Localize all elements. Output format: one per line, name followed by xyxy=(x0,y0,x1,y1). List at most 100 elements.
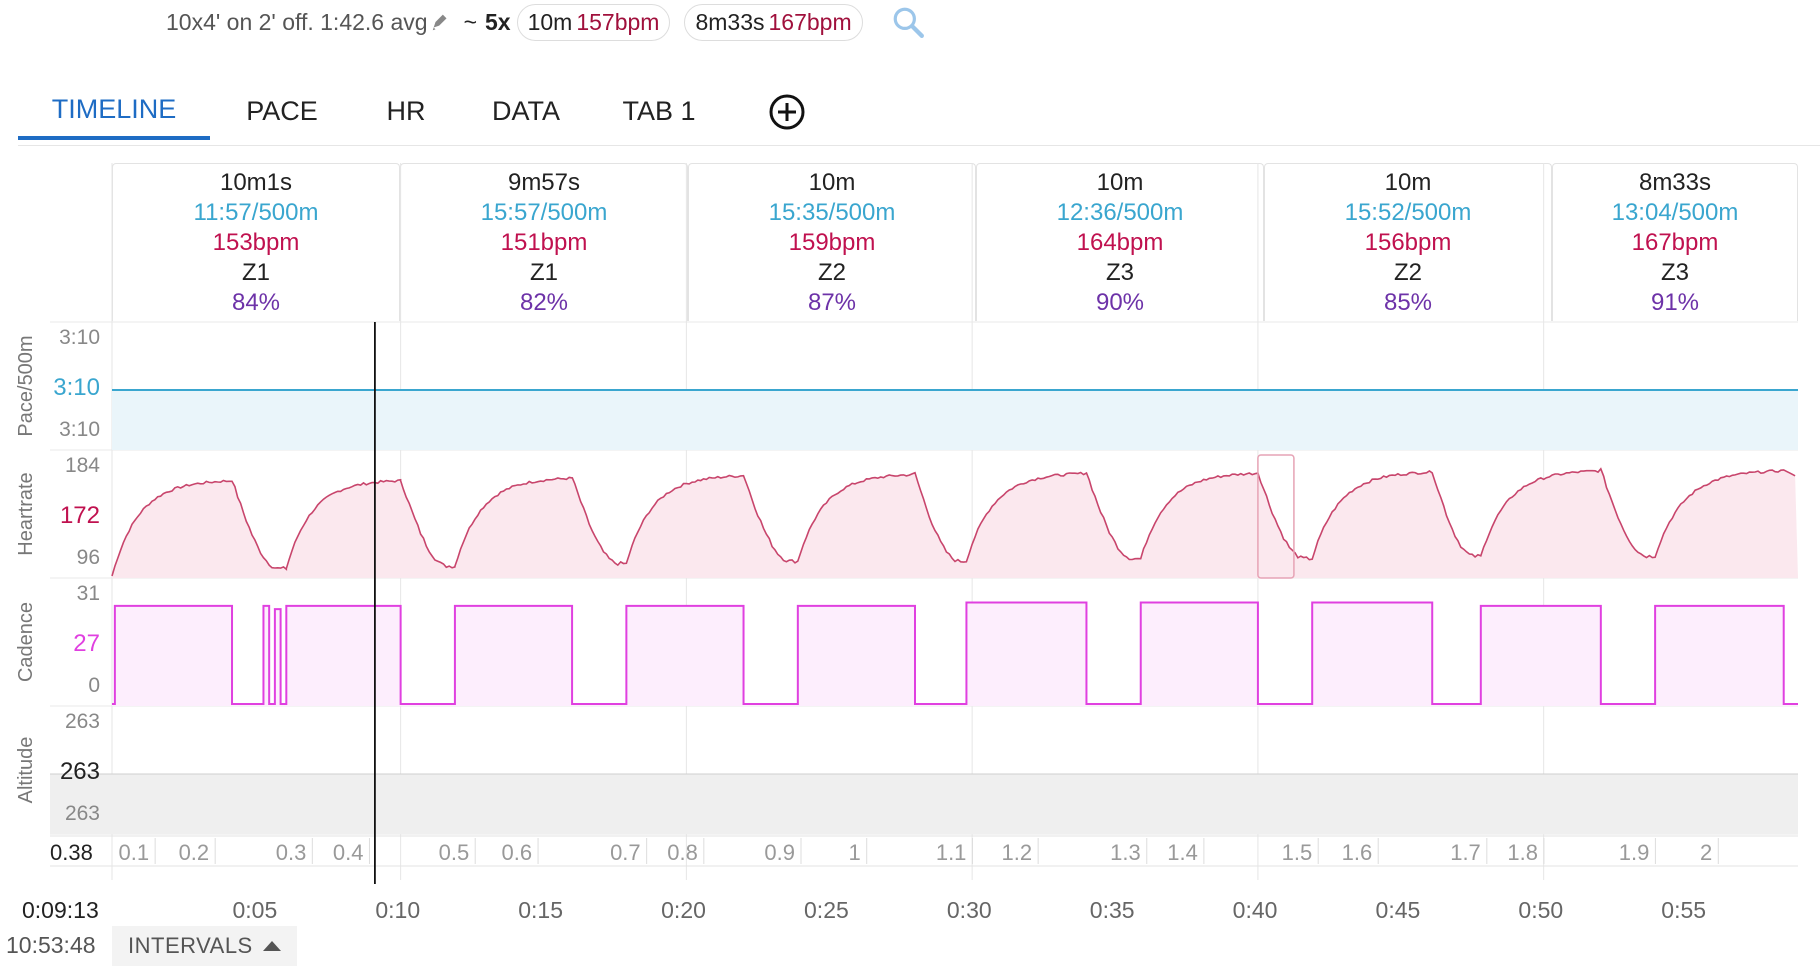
distance-current: 0.38 xyxy=(50,840,93,865)
interval-percent: 82% xyxy=(519,289,569,316)
heartrate-highlight xyxy=(1257,454,1295,579)
add-tab-icon[interactable] xyxy=(768,93,806,131)
interval-pace: 13:04/500m xyxy=(1611,199,1739,226)
interval-percent: 91% xyxy=(1650,289,1700,316)
tab-data[interactable]: DATA xyxy=(491,96,560,126)
interval-duration: 10m1s xyxy=(219,169,293,196)
x-tick-label: 0:25 xyxy=(804,897,849,923)
panel-current-value: 263 xyxy=(60,758,100,785)
distance-marker-label: 0.3 xyxy=(276,840,307,865)
interval-zone: Z3 xyxy=(1660,259,1689,286)
x-tick-label: 0:55 xyxy=(1661,897,1706,923)
interval-card[interactable]: 10m 15:52/500m 156bpm Z2 85% xyxy=(1264,163,1552,321)
interval-heartrate: 156bpm xyxy=(1364,229,1452,256)
x-tick-label: 0:35 xyxy=(1090,897,1135,923)
distance-marker-label: 1.8 xyxy=(1507,840,1538,865)
interval-pace: 15:35/500m xyxy=(768,199,896,226)
distance-marker-label: 0.1 xyxy=(119,840,150,865)
interval-card[interactable]: 9m57s 15:57/500m 151bpm Z1 82% xyxy=(400,163,688,321)
distance-marker-label: 0.9 xyxy=(764,840,795,865)
distance-marker-label: 0.5 xyxy=(439,840,470,865)
interval-zone: Z3 xyxy=(1105,259,1134,286)
interval-duration: 8m33s xyxy=(1638,169,1712,196)
pace-band xyxy=(112,390,1798,450)
interval-zone: Z2 xyxy=(1393,259,1422,286)
distance-marker-label: 0.7 xyxy=(610,840,641,865)
heartrate-line xyxy=(111,467,1796,577)
pencil-icon[interactable] xyxy=(430,11,452,33)
tab-pace[interactable]: PACE xyxy=(246,96,318,126)
interval-pace: 15:57/500m xyxy=(480,199,608,226)
interval-card[interactable]: 10m 12:36/500m 164bpm Z3 90% xyxy=(976,163,1264,321)
interval-duration: 10m xyxy=(808,169,856,196)
distance-marker-label: 0.2 xyxy=(179,840,210,865)
interval-percent: 84% xyxy=(231,289,281,316)
panel-tick-label: 31 xyxy=(77,582,100,605)
distance-marker-label: 1.7 xyxy=(1450,840,1481,865)
interval-heartrate: 153bpm xyxy=(212,229,300,256)
workout-description: 10x4' on 2' off. 1:42.6 avg xyxy=(166,8,428,35)
interval-summary-pill[interactable]: 8m33s 167bpm xyxy=(684,3,863,41)
tab-divider xyxy=(18,145,1820,146)
interval-percent: 90% xyxy=(1095,289,1145,316)
pill-heartrate: 157bpm xyxy=(576,8,660,35)
distance-marker-label: 0.4 xyxy=(333,840,364,865)
tab-tab1[interactable]: TAB 1 xyxy=(622,96,696,126)
panel-ylabel: Cadence xyxy=(15,602,37,682)
distance-marker-label: 2 xyxy=(1700,840,1712,865)
distance-marker-label: 1.2 xyxy=(1002,840,1033,865)
distance-marker-label: 1.5 xyxy=(1282,840,1313,865)
interval-card[interactable]: 8m33s 13:04/500m 167bpm Z3 91% xyxy=(1552,163,1798,321)
interval-zone: Z2 xyxy=(817,259,846,286)
panel-current-value: 27 xyxy=(73,630,100,657)
interval-heartrate: 151bpm xyxy=(500,229,588,256)
interval-pace: 11:57/500m xyxy=(193,199,319,226)
interval-summary-pill[interactable]: 10m 157bpm xyxy=(516,3,671,41)
panel-tick-label: 0 xyxy=(88,674,100,697)
distance-marker-label: 0.8 xyxy=(667,840,698,865)
panel-ylabel: Pace/500m xyxy=(15,335,37,436)
distance-marker-label: 1.9 xyxy=(1619,840,1650,865)
tab-timeline[interactable]: TIMELINE xyxy=(18,83,210,140)
interval-percent: 85% xyxy=(1383,289,1433,316)
pill-heartrate: 167bpm xyxy=(768,8,852,35)
interval-duration: 10m xyxy=(1096,169,1144,196)
x-tick-label: 0:30 xyxy=(947,897,992,923)
interval-duration: 9m57s xyxy=(507,169,581,196)
x-tick-label: 0:45 xyxy=(1376,897,1421,923)
interval-zone: Z1 xyxy=(241,259,270,286)
pill-duration: 10m xyxy=(527,8,573,35)
panel-tick-label: 3:10 xyxy=(59,326,100,349)
distance-marker-label: 0.6 xyxy=(501,840,532,865)
x-tick-label: 0:10 xyxy=(375,897,420,923)
tilde-separator: ~ xyxy=(463,8,477,35)
intervals-toggle-button[interactable]: INTERVALS xyxy=(112,926,297,966)
interval-card[interactable]: 10m 15:35/500m 159bpm Z2 87% xyxy=(688,163,976,321)
tab-hr[interactable]: HR xyxy=(386,96,426,126)
interval-duration: 10m xyxy=(1384,169,1432,196)
distance-marker-label: 1.6 xyxy=(1342,840,1373,865)
panel-tick-label: 3:10 xyxy=(59,418,100,441)
x-tick-label: 0:40 xyxy=(1233,897,1278,923)
x-tick-label: 0:20 xyxy=(661,897,706,923)
chevron-up-icon xyxy=(262,941,281,951)
rep-count: 5x xyxy=(485,8,511,35)
x-tick-label: 0:50 xyxy=(1518,897,1563,923)
x-tick-label: 0:05 xyxy=(232,897,277,923)
panel-current-value: 172 xyxy=(60,502,100,529)
tab-bar: TIMELINE PACE HR DATA TAB 1 xyxy=(18,80,806,140)
panel-tick-label: 263 xyxy=(65,802,100,825)
distance-marker-label: 1 xyxy=(848,840,860,865)
panel-tick-label: 184 xyxy=(65,454,100,477)
cadence-line xyxy=(112,601,1798,705)
distance-marker-label: 1.4 xyxy=(1167,840,1198,865)
distance-marker-label: 1.3 xyxy=(1110,840,1141,865)
interval-percent: 87% xyxy=(807,289,857,316)
search-icon[interactable] xyxy=(891,5,925,39)
intervals-button-label: INTERVALS xyxy=(128,933,253,958)
x-tick-label: 0:15 xyxy=(518,897,563,923)
cursor-clock-time: 10:53:48 xyxy=(6,932,96,958)
workout-summary: 10x4' on 2' off. 1:42.6 avg ~ 5x 10m 157… xyxy=(166,2,925,42)
cadence-area xyxy=(112,602,1798,706)
